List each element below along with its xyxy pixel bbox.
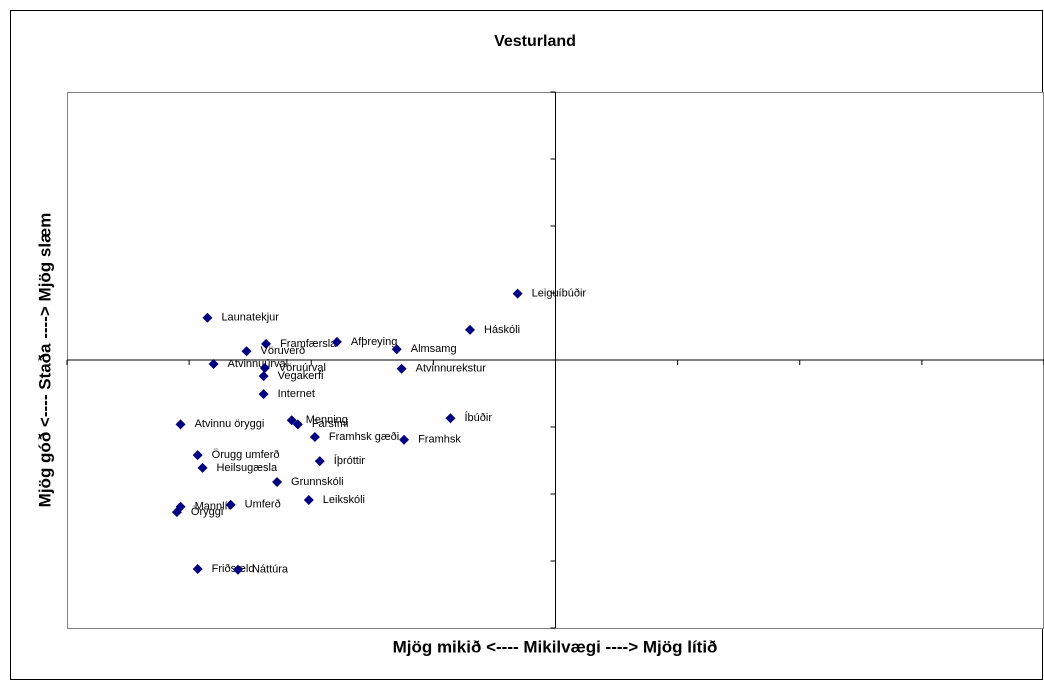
point-label: Vöruúrval — [279, 362, 326, 374]
point-label: Framhsk — [418, 434, 461, 446]
point — [303, 495, 314, 506]
point — [292, 419, 303, 430]
point — [261, 338, 272, 349]
point — [396, 363, 407, 374]
point-label: Mannlíf — [195, 501, 232, 513]
point-label: Leiguíbúðir — [532, 288, 587, 300]
point-label: Íbúðir — [464, 411, 492, 424]
point — [192, 564, 203, 575]
point-label: Grunnskóli — [291, 476, 344, 488]
point — [258, 389, 269, 400]
y-axis-label: Mjög góð <---- Staða ----> Mjög slæm — [35, 213, 54, 508]
point — [208, 359, 219, 370]
point — [391, 344, 402, 355]
point-label: Afþreying — [351, 336, 397, 348]
point-label: Atvinnu öryggi — [195, 418, 265, 430]
point-label: Framfærsla — [280, 338, 337, 350]
point — [175, 419, 186, 430]
point — [197, 462, 208, 473]
point — [286, 415, 297, 426]
point — [259, 363, 270, 374]
point — [225, 499, 236, 510]
point — [171, 507, 182, 518]
point-label: Atvinnurekstur — [416, 363, 487, 375]
point — [512, 288, 523, 299]
point-label: Framhsk gæði — [329, 431, 399, 443]
point-label: Náttúra — [252, 564, 289, 576]
point-label: Friðsæld — [212, 563, 255, 575]
point-label: Örugg umferð — [212, 449, 280, 461]
point-label: Umferð — [245, 499, 281, 511]
chart-title: Vesturland — [494, 33, 576, 50]
point — [331, 336, 342, 347]
point-label: Atvinnuúrval — [228, 358, 289, 370]
point — [202, 312, 213, 323]
point-label: Vegakerfi — [278, 370, 324, 382]
point-label: Háskóli — [484, 324, 520, 336]
point-label: Launatekjur — [221, 312, 279, 324]
point — [241, 346, 252, 357]
point — [314, 456, 325, 467]
point-label: Íþróttir — [334, 454, 366, 467]
point — [272, 476, 283, 487]
point-label: Heilsugæsla — [217, 462, 278, 474]
point — [309, 432, 320, 443]
point-label: Internet — [278, 388, 315, 400]
point-label: Farsími — [312, 418, 349, 430]
point — [399, 434, 410, 445]
point — [445, 413, 456, 424]
point-label: Vöruverð — [261, 345, 306, 357]
point-label: Leikskóli — [323, 494, 365, 506]
point — [465, 324, 476, 335]
point-label: Öryggi — [191, 506, 223, 518]
point — [232, 564, 243, 575]
point — [192, 450, 203, 461]
x-axis-label: Mjög mikið <---- Mikilvægi ----> Mjög lí… — [393, 637, 718, 656]
point — [258, 371, 269, 382]
point-label: Almsamg — [411, 343, 457, 355]
point-label: Menning — [306, 414, 348, 426]
